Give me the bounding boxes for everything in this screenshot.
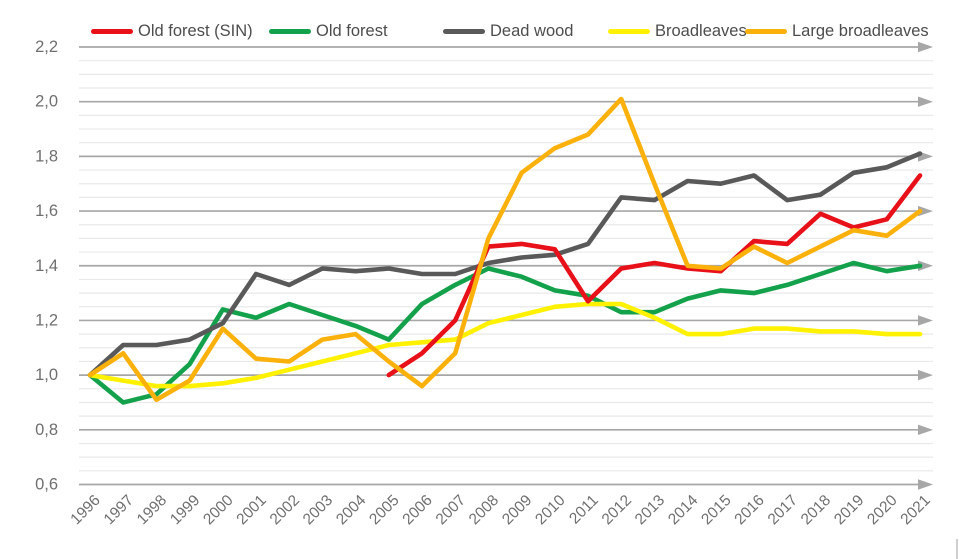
legend-swatch-broadleaves xyxy=(608,28,650,34)
x-axis-tick-label: 2012 xyxy=(599,492,635,528)
series-line-broadleaves xyxy=(87,301,923,389)
x-axis-tick-label: 2005 xyxy=(366,492,402,528)
axis-arrow-icon xyxy=(918,479,933,490)
x-axis-tick-label: 2019 xyxy=(831,492,867,528)
legend-item-old-forest-sin: Old forest (SIN) xyxy=(91,21,253,41)
axis-arrow-icon xyxy=(918,260,933,271)
x-axis-tick-label: 2014 xyxy=(665,492,702,529)
x-axis-tick-label: 2021 xyxy=(897,492,933,528)
legend-label: Broadleaves xyxy=(655,22,747,40)
y-axis-tick-label: 0,8 xyxy=(35,421,58,439)
x-axis-tick-label: 2015 xyxy=(698,492,734,528)
x-axis-tick-label: 2003 xyxy=(300,492,336,528)
legend-swatch-large-broadleaves xyxy=(745,28,787,34)
y-axis-tick-label: 1,0 xyxy=(35,366,58,384)
x-axis-tick-label: 2001 xyxy=(233,492,269,528)
axis-arrow-icon xyxy=(918,369,933,381)
axis-arrow-icon xyxy=(918,96,933,107)
x-axis-tick-label: 2002 xyxy=(267,492,303,528)
y-axis-tick-label: 2,0 xyxy=(35,93,58,111)
x-axis-tick-label: 2004 xyxy=(333,492,370,529)
legend-item-dead-wood: Dead wood xyxy=(443,21,573,41)
x-axis-tick-label: 1996 xyxy=(67,492,103,528)
window-edge-artifact xyxy=(956,539,958,559)
series-line-large-broadleaves xyxy=(87,96,923,403)
legend-swatch-old-forest xyxy=(269,28,311,34)
x-axis-tick-label: 2010 xyxy=(532,492,569,529)
axis-arrow-icon xyxy=(918,41,933,53)
x-axis-tick-label: 2016 xyxy=(731,492,767,528)
x-axis-tick-label: 2020 xyxy=(864,492,901,529)
legend: Old forest (SIN) Old forest Dead wood Broad… xyxy=(0,21,959,41)
series-line-old-forest-sin xyxy=(386,173,923,378)
legend-label: Large broadleaves xyxy=(792,22,929,40)
axis-arrow-icon xyxy=(918,424,933,436)
x-axis-tick-label: 2017 xyxy=(765,492,801,528)
series-line-old-forest xyxy=(87,260,923,405)
legend-swatch-old-forest-sin xyxy=(91,28,133,34)
x-axis-tick-label: 2008 xyxy=(466,492,502,528)
x-axis-tick-label: 2011 xyxy=(566,492,602,528)
x-axis-tick-label: 2006 xyxy=(399,492,435,528)
legend-label: Dead wood xyxy=(490,22,574,40)
x-axis-tick-label: 2018 xyxy=(798,492,834,528)
legend-item-old-forest: Old forest xyxy=(269,21,388,41)
series-line-dead-wood xyxy=(87,151,923,378)
y-axis-tick-label: 1,8 xyxy=(35,147,58,165)
x-axis-tick-label: 2000 xyxy=(200,492,237,529)
axis-arrow-icon xyxy=(918,315,933,326)
y-axis-tick-label: 1,4 xyxy=(35,257,58,275)
legend-item-broadleaves: Broadleaves xyxy=(608,21,747,41)
legend-label: Old forest (SIN) xyxy=(138,22,253,40)
x-axis-tick-label: 1999 xyxy=(167,492,203,528)
legend-swatch-dead-wood xyxy=(443,28,485,34)
y-axis-tick-label: 2,2 xyxy=(35,38,58,56)
axis-arrow-icon xyxy=(918,205,933,217)
legend-label: Old forest xyxy=(316,22,388,40)
x-axis-tick-label: 2013 xyxy=(632,492,668,528)
x-axis-tick-label: 1997 xyxy=(101,492,137,528)
legend-item-large-broadleaves: Large broadleaves xyxy=(745,21,929,41)
y-axis-tick-label: 1,6 xyxy=(35,202,58,220)
y-axis-tick-label: 1,2 xyxy=(35,311,58,329)
x-axis-tick-label: 2007 xyxy=(433,492,469,528)
y-axis-tick-label: 0,6 xyxy=(35,476,58,494)
x-axis-tick-label: 1998 xyxy=(134,492,170,528)
x-axis-tick-label: 2009 xyxy=(499,492,535,528)
